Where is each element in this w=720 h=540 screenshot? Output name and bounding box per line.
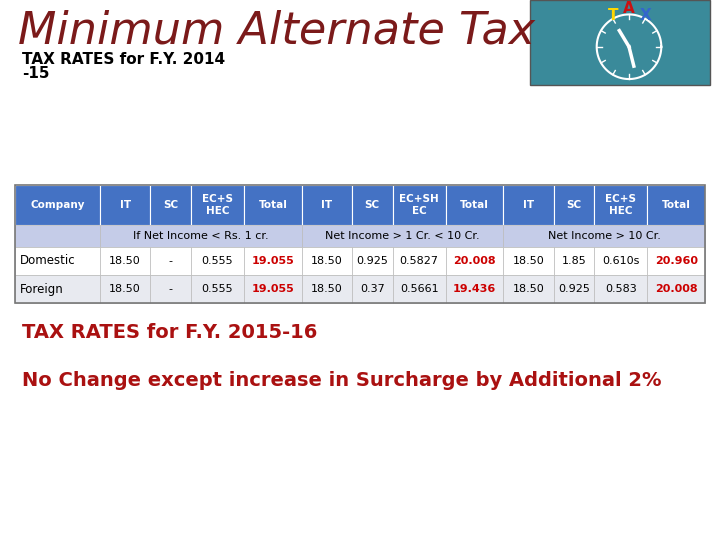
Text: 0.5827: 0.5827 <box>400 256 438 266</box>
Text: EC+SH
EC: EC+SH EC <box>399 194 439 216</box>
FancyBboxPatch shape <box>392 275 446 303</box>
FancyBboxPatch shape <box>244 247 302 275</box>
FancyBboxPatch shape <box>503 247 554 275</box>
Text: Total: Total <box>258 200 287 210</box>
Text: 18.50: 18.50 <box>513 256 544 266</box>
Text: EC+S
HEC: EC+S HEC <box>606 194 636 216</box>
FancyBboxPatch shape <box>150 275 191 303</box>
Text: 20.008: 20.008 <box>655 284 698 294</box>
FancyBboxPatch shape <box>554 275 594 303</box>
Text: -15: -15 <box>22 66 50 81</box>
FancyBboxPatch shape <box>191 275 244 303</box>
Text: Minimum Alternate Tax: Minimum Alternate Tax <box>18 10 535 53</box>
FancyBboxPatch shape <box>530 0 710 85</box>
FancyBboxPatch shape <box>503 225 705 247</box>
FancyBboxPatch shape <box>191 185 244 225</box>
FancyBboxPatch shape <box>191 247 244 275</box>
Text: 18.50: 18.50 <box>311 256 343 266</box>
Text: 18.50: 18.50 <box>311 284 343 294</box>
Text: TAX RATES for F.Y. 2015-16: TAX RATES for F.Y. 2015-16 <box>22 323 318 342</box>
Text: Foreign: Foreign <box>20 282 64 295</box>
Text: 0.583: 0.583 <box>605 284 636 294</box>
Text: TAX RATES for F.Y. 2014: TAX RATES for F.Y. 2014 <box>22 52 225 67</box>
Text: -: - <box>168 284 173 294</box>
Text: IT: IT <box>120 200 130 210</box>
Text: 0.925: 0.925 <box>356 256 388 266</box>
Text: 20.008: 20.008 <box>453 256 496 266</box>
FancyBboxPatch shape <box>302 185 352 225</box>
Text: Domestic: Domestic <box>20 254 76 267</box>
Text: X: X <box>639 8 651 23</box>
Text: SC: SC <box>163 200 178 210</box>
FancyBboxPatch shape <box>503 275 554 303</box>
FancyBboxPatch shape <box>392 247 446 275</box>
FancyBboxPatch shape <box>446 275 503 303</box>
FancyBboxPatch shape <box>352 247 392 275</box>
Text: 1.85: 1.85 <box>562 256 586 266</box>
Text: Net Income > 1 Cr. < 10 Cr.: Net Income > 1 Cr. < 10 Cr. <box>325 231 480 241</box>
FancyBboxPatch shape <box>15 275 100 303</box>
FancyBboxPatch shape <box>302 247 352 275</box>
Text: 0.37: 0.37 <box>360 284 384 294</box>
Text: 0.610s: 0.610s <box>602 256 639 266</box>
FancyBboxPatch shape <box>647 275 705 303</box>
Text: IT: IT <box>321 200 333 210</box>
Text: 0.555: 0.555 <box>202 256 233 266</box>
FancyBboxPatch shape <box>244 185 302 225</box>
Text: T: T <box>608 8 618 23</box>
Text: 18.50: 18.50 <box>513 284 544 294</box>
FancyBboxPatch shape <box>392 185 446 225</box>
FancyBboxPatch shape <box>446 185 503 225</box>
FancyBboxPatch shape <box>503 185 554 225</box>
Text: 0.555: 0.555 <box>202 284 233 294</box>
FancyBboxPatch shape <box>554 247 594 275</box>
Text: Net Income > 10 Cr.: Net Income > 10 Cr. <box>548 231 660 241</box>
FancyBboxPatch shape <box>244 275 302 303</box>
FancyBboxPatch shape <box>15 247 100 275</box>
Text: -: - <box>168 256 173 266</box>
FancyBboxPatch shape <box>150 185 191 225</box>
FancyBboxPatch shape <box>150 247 191 275</box>
Text: A: A <box>623 1 635 16</box>
FancyBboxPatch shape <box>594 185 647 225</box>
Text: 19.055: 19.055 <box>251 284 294 294</box>
Text: 18.50: 18.50 <box>109 284 141 294</box>
Text: SC: SC <box>567 200 582 210</box>
FancyBboxPatch shape <box>100 247 150 275</box>
Text: Total: Total <box>460 200 489 210</box>
Text: IT: IT <box>523 200 534 210</box>
Text: 20.960: 20.960 <box>654 256 698 266</box>
FancyBboxPatch shape <box>554 185 594 225</box>
FancyBboxPatch shape <box>100 185 150 225</box>
FancyBboxPatch shape <box>352 275 392 303</box>
Text: 19.436: 19.436 <box>453 284 496 294</box>
FancyBboxPatch shape <box>302 275 352 303</box>
FancyBboxPatch shape <box>647 185 705 225</box>
Text: If Net Income < Rs. 1 cr.: If Net Income < Rs. 1 cr. <box>133 231 269 241</box>
Text: 19.055: 19.055 <box>251 256 294 266</box>
FancyBboxPatch shape <box>15 185 100 225</box>
FancyBboxPatch shape <box>302 225 503 247</box>
Text: 0.5661: 0.5661 <box>400 284 438 294</box>
FancyBboxPatch shape <box>100 275 150 303</box>
Text: Company: Company <box>30 200 85 210</box>
FancyBboxPatch shape <box>647 247 705 275</box>
FancyBboxPatch shape <box>100 225 302 247</box>
FancyBboxPatch shape <box>352 185 392 225</box>
Text: 18.50: 18.50 <box>109 256 141 266</box>
Text: EC+S
HEC: EC+S HEC <box>202 194 233 216</box>
FancyBboxPatch shape <box>594 275 647 303</box>
Text: 0.925: 0.925 <box>558 284 590 294</box>
Text: SC: SC <box>364 200 379 210</box>
Text: Total: Total <box>662 200 690 210</box>
FancyBboxPatch shape <box>15 225 100 247</box>
Text: No Change except increase in Surcharge by Additional 2%: No Change except increase in Surcharge b… <box>22 371 662 390</box>
FancyBboxPatch shape <box>594 247 647 275</box>
FancyBboxPatch shape <box>446 247 503 275</box>
